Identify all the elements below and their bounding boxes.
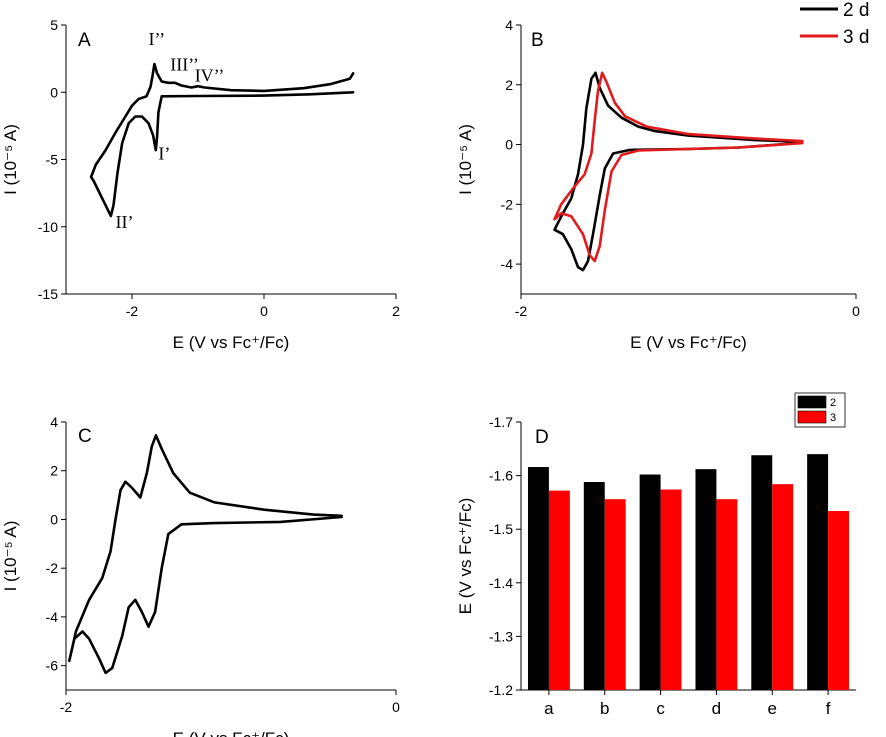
bar-3-f [828, 510, 850, 690]
y-tick-label: -15 [38, 286, 58, 302]
y-axis-title: I (10⁻⁵ A) [1, 521, 20, 592]
category-label: d [712, 699, 721, 718]
category-label: f [826, 699, 831, 718]
series-line-CV [68, 434, 343, 675]
bar-2-f [807, 454, 829, 690]
bar-3-b [604, 499, 626, 690]
y-tick-label: -1.3 [489, 628, 513, 644]
series-line-2-d [553, 71, 799, 272]
bar-3-e [772, 484, 794, 690]
y-tick-label: -1.7 [489, 414, 513, 430]
x-tick-label: -2 [60, 699, 73, 715]
x-tick-label: -2 [126, 303, 139, 319]
y-axis-title: I (10⁻⁵ A) [456, 124, 475, 195]
y-tick-label: 2 [50, 463, 58, 479]
panel-letter: C [78, 426, 92, 447]
peak-annotation: I’ [158, 144, 170, 164]
legend-swatch [797, 410, 827, 424]
y-tick-label: -2 [46, 560, 59, 576]
x-axis-title: E (V vs Fc⁺/Fc) [173, 729, 290, 737]
y-tick-label: 4 [50, 414, 58, 430]
chart-panel-b: 4 2 0 -2 -4 -2 0 E (V vs Fc⁺/Fc) I (10⁻⁵ A) B 2 d 3… [456, 0, 869, 352]
y-tick-label: 2 [505, 77, 513, 93]
bar-2-a [527, 467, 549, 690]
bar-3-c [660, 489, 682, 690]
y-tick-label: -1.2 [489, 682, 513, 698]
y-tick-label: -2 [501, 196, 514, 212]
bar-2-b [583, 482, 605, 690]
y-tick-label: -1.5 [489, 521, 513, 537]
y-tick-label: -1.4 [489, 575, 513, 591]
chart-panel-c: 4 2 0 -2 -4 -6 -2 0 E (V vs Fc⁺/Fc) I (10⁻⁵ A) C [1, 414, 400, 737]
category-label: c [656, 699, 665, 718]
bar-2-d [695, 469, 717, 690]
x-tick-label: 0 [392, 699, 400, 715]
peak-annotation: II’ [116, 212, 134, 232]
y-tick-label: -5 [46, 152, 59, 168]
y-tick-label: 5 [50, 17, 58, 33]
legend-label: 2 [830, 397, 836, 409]
x-tick-label: -2 [515, 303, 528, 319]
panel-letter: B [531, 30, 544, 51]
legend-label: 3 d [843, 27, 869, 48]
series-line-CV [89, 62, 355, 218]
legend-label: 2 d [843, 0, 869, 21]
x-tick-label: 0 [260, 303, 268, 319]
y-tick-label: -4 [46, 609, 59, 625]
x-tick-label: 2 [392, 303, 400, 319]
y-tick-label: 4 [505, 17, 513, 33]
y-axis-title: I (10⁻⁵ A) [1, 124, 20, 195]
y-tick-label: 0 [50, 84, 58, 100]
y-tick-label: -10 [38, 219, 58, 235]
chart-panel-d: -1.7 -1.6 -1.5 -1.4 -1.3 -1.2 E (V vs Fc⁺/Fc) D… [456, 392, 856, 718]
bar-2-e [751, 455, 773, 690]
bar-2-c [639, 474, 661, 690]
x-axis-title: E (V vs Fc⁺/Fc) [630, 333, 747, 352]
category-label: a [544, 699, 554, 718]
y-tick-label: -4 [501, 256, 514, 272]
x-tick-label: 0 [852, 303, 860, 319]
y-axis-title: E (V vs Fc⁺/Fc) [456, 498, 475, 615]
panel-letter: D [535, 427, 549, 448]
panel-letter: A [78, 30, 91, 51]
peak-annotation: III’’ [170, 55, 199, 75]
y-tick-label: 0 [50, 511, 58, 527]
legend-swatch [797, 395, 827, 409]
peak-annotation: IV’’ [195, 65, 225, 85]
y-tick-label: -6 [46, 658, 59, 674]
bar-3-d [716, 499, 738, 690]
x-axis-title: E (V vs Fc⁺/Fc) [173, 333, 290, 352]
chart-panel-a: 5 0 -5 -10 -15 -2 0 2 E (V vs Fc⁺/Fc) I (10⁻⁵ A) A… [1, 17, 400, 352]
peak-annotation: I’’ [149, 29, 166, 49]
legend-label: 3 [830, 412, 836, 424]
legend: 23 [794, 392, 846, 428]
y-tick-label: 0 [505, 137, 513, 153]
category-label: e [768, 699, 777, 718]
series-line-3-d [553, 71, 804, 263]
bar-3-a [548, 490, 570, 690]
y-tick-label: -1.6 [489, 468, 513, 484]
category-label: b [600, 699, 609, 718]
